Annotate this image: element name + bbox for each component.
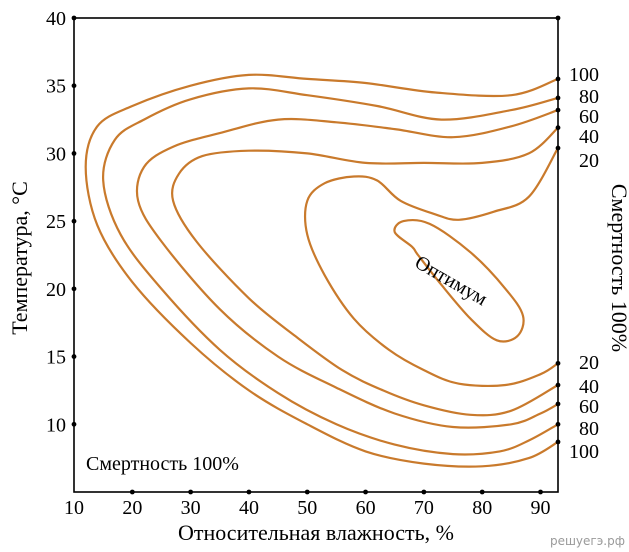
right-lower-level-label: 60 [579,396,599,418]
y-tick-dot [71,218,77,224]
axis-marks [71,15,561,495]
contour-60 [135,109,559,429]
y-axis-title: Температура, °С [7,181,32,335]
x-tick-label: 20 [122,497,142,519]
y-tick-label: 30 [46,143,66,165]
contour-20 [303,147,559,388]
plot-frame [73,17,559,493]
right-upper-level-label: 60 [579,106,599,128]
y-tick-label: 35 [46,76,66,98]
right-upper-level-label: 40 [579,126,599,148]
y-tick-dot [71,83,77,89]
contour-40 [171,126,559,417]
contour-end-dot [555,76,561,82]
right-lower-level-label: 20 [579,352,599,374]
right-upper-level-label: 20 [579,150,599,172]
x-tick-label: 10 [64,497,84,519]
x-tick-label: 60 [356,497,376,519]
x-tick-dot [538,489,543,495]
contour-end-dot [555,125,561,131]
y-tick-dot [71,15,77,21]
right-upper-level-label: 80 [579,86,599,108]
x-tick-label: 40 [239,497,259,519]
contour-end-dot [555,360,561,366]
right-lower-level-label: 40 [579,376,599,398]
y-tick-label: 20 [46,279,66,301]
y-tick-label: 10 [46,414,66,436]
contour-end-dot [555,421,561,427]
contour-end-dot [555,401,561,407]
y-tick-dot [71,286,77,292]
y-tick-label: 15 [46,347,66,369]
x-tick-dot [363,489,368,495]
right-axis-title: Смертность 100% [607,184,629,352]
right-lower-level-label: 80 [579,418,599,440]
contour-end-dot [555,439,561,445]
watermark: решуегэ.рф [550,534,625,548]
x-tick-dot [479,489,485,495]
contour-end-dot [555,95,561,101]
contour-optimum [393,218,525,343]
y-tick-dot [71,354,77,359]
contour-80 [102,87,559,456]
right-top-dot [555,15,561,21]
x-tick-dot [421,489,427,495]
x-tick-dot [188,489,194,495]
contour-100 [84,73,559,468]
x-tick-dot [304,489,310,495]
bottom-left-mortality-label: Смертность 100% [86,453,239,475]
contour-lines [84,73,559,468]
y-tick-label: 25 [46,211,66,233]
right-lower-level-label: 100 [569,441,599,463]
tick-labels: 10 20 30 40 50 60 70 80 901015202530354010080604… [46,8,599,519]
right-upper-level-label: 100 [569,64,599,86]
y-tick-dot [71,151,77,156]
x-tick-label: 90 [531,497,551,519]
x-tick-label: 80 [472,497,492,519]
contour-end-dot [555,145,561,151]
x-tick-dot [129,489,135,495]
x-tick-label: 50 [297,497,317,519]
x-tick-dot [246,489,252,495]
x-tick-label: 30 [181,497,201,519]
y-tick-label: 40 [46,8,66,30]
x-tick-label: 70 [414,497,434,519]
contour-end-dot [555,382,561,388]
x-axis-title: Относительная влажность, % [178,520,454,545]
y-tick-dot [71,421,77,427]
contour-end-dot [555,107,561,113]
